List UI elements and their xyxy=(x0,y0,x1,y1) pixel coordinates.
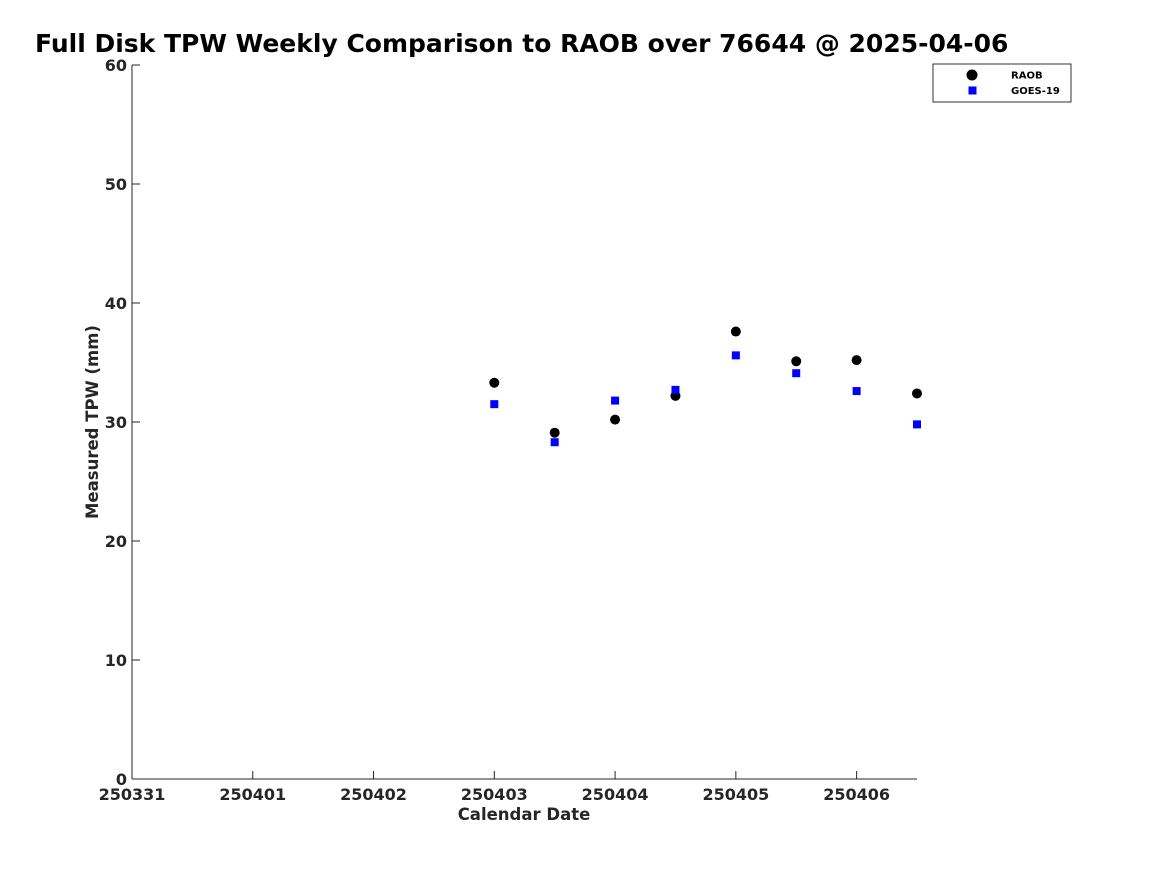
goes-19-point xyxy=(490,400,499,409)
series-raob xyxy=(489,326,922,438)
x-tick-label: 250404 xyxy=(582,785,649,804)
x-axis-label: Calendar Date xyxy=(458,805,591,824)
raob-point xyxy=(730,326,741,337)
raob-point xyxy=(791,356,802,367)
legend-raob-label: RAOB xyxy=(1011,71,1043,82)
raob-point xyxy=(912,388,922,399)
legend-raob-marker xyxy=(966,69,978,81)
y-tick-label: 0 xyxy=(116,770,127,789)
legend: RAOB GOES-19 xyxy=(932,63,1072,103)
y-tick-label: 50 xyxy=(105,175,127,194)
goes-19-point xyxy=(611,396,620,405)
y-tick-label: 10 xyxy=(105,651,127,670)
x-ticks: 250331 250401 250402 250403 250404 250405 2504… xyxy=(99,771,890,804)
x-tick-label: 250403 xyxy=(461,785,528,804)
goes-19-point xyxy=(671,385,680,394)
y-ticks: 0 10 20 30 40 50 60 xyxy=(105,56,140,789)
x-tick-label: 250405 xyxy=(702,785,769,804)
raob-point xyxy=(610,414,621,425)
x-tick-label: 250401 xyxy=(219,785,286,804)
y-tick-label: 30 xyxy=(105,413,127,432)
goes-19-point xyxy=(731,351,740,360)
goes-19-point xyxy=(852,387,861,396)
x-tick-label: 250402 xyxy=(340,785,407,804)
goes-19-point xyxy=(913,420,921,429)
y-tick-label: 20 xyxy=(105,532,127,551)
legend-box xyxy=(932,63,1072,103)
raob-point xyxy=(489,377,500,388)
chart-title: Full Disk TPW Weekly Comparison to RAOB … xyxy=(35,29,1008,58)
series-goes-19 xyxy=(490,351,921,447)
x-tick-label: 250331 xyxy=(99,785,166,804)
legend-goes-label: GOES-19 xyxy=(1011,86,1060,97)
x-tick-label: 250406 xyxy=(823,785,890,804)
y-tick-label: 40 xyxy=(105,294,127,313)
raob-point xyxy=(549,427,560,438)
y-tick-label: 60 xyxy=(105,56,127,75)
y-axis-label: Measured TPW (mm) xyxy=(83,325,102,519)
raob-point xyxy=(851,355,862,366)
goes-19-point xyxy=(792,369,801,378)
legend-goes-marker xyxy=(968,86,977,95)
data-series xyxy=(489,326,922,447)
goes-19-point xyxy=(550,438,559,447)
axes xyxy=(131,65,917,780)
